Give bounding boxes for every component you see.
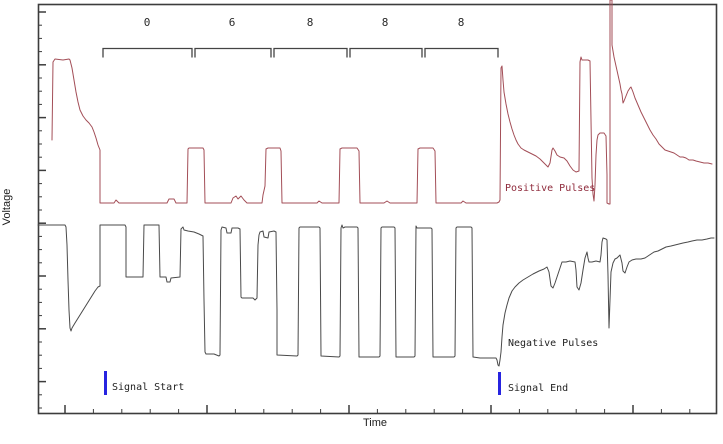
axis-ticks <box>38 11 691 413</box>
plot-frame-rect <box>37 3 718 415</box>
pulse-count-label: 8 <box>381 16 389 29</box>
x-axis-label: Time <box>362 417 388 429</box>
pulse-count-label: 8 <box>306 16 314 29</box>
signal-start-label: Signal Start <box>112 382 185 393</box>
pulse-group-bracket <box>349 47 423 58</box>
signal-traces <box>37 0 715 367</box>
pulse-group-bracket <box>424 47 499 58</box>
pulse-group-bracket <box>194 47 272 58</box>
pulse-group-bracket <box>273 47 348 58</box>
positive-pulses-trace <box>51 0 713 205</box>
plot-frame <box>37 3 718 415</box>
negative-pulses-label: Negative Pulses <box>508 338 599 349</box>
y-axis-label: Voltage <box>1 188 13 226</box>
pulse-count-label: 8 <box>457 16 465 29</box>
pulse-count-label: 6 <box>228 16 236 29</box>
pulse-count-label: 0 <box>143 16 151 29</box>
signal-end-label: Signal End <box>508 383 569 394</box>
pulse-group-bracket <box>102 47 193 58</box>
signal-markers <box>104 371 501 395</box>
pulse-group-brackets <box>102 47 499 58</box>
positive-pulses-label: Positive Pulses <box>505 183 596 194</box>
negative-pulses-trace <box>37 224 715 367</box>
